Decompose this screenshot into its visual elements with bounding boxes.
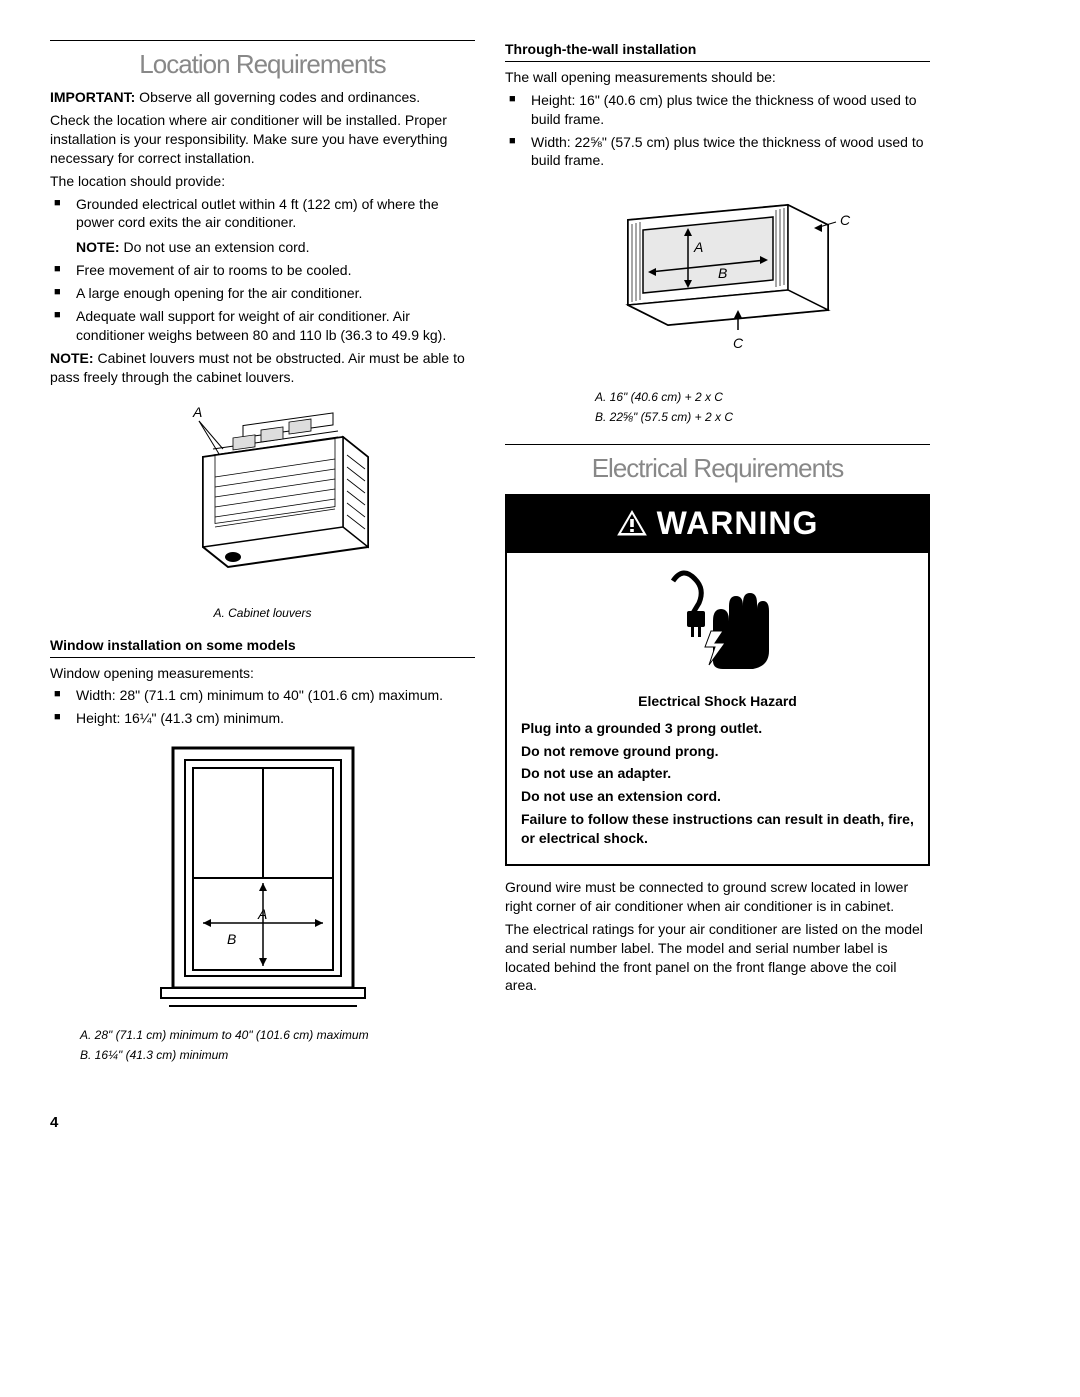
figure-ac-unit: A (50, 397, 475, 622)
wall-para: The wall opening measurements should be: (505, 68, 930, 87)
figure-window: A B A. 28" (71.1 cm) minimum to 40" (101… (50, 738, 475, 1063)
location-para-1: Check the location where air conditioner… (50, 111, 475, 168)
warning-box: WARNING Electrical Shock Hazard Plug in (505, 494, 930, 866)
hazard-icon-wrap (507, 553, 928, 676)
page-columns: Location Requirements IMPORTANT: Observe… (50, 40, 930, 1073)
note-label: NOTE: (50, 350, 94, 366)
important-label: IMPORTANT: (50, 89, 135, 105)
ac-unit-illustration: A (133, 397, 393, 597)
location-bullets: Grounded electrical outlet within 4 ft (… (50, 195, 475, 345)
list-item: Adequate wall support for weight of air … (76, 307, 475, 345)
elec-para-2: The electrical ratings for your air cond… (505, 920, 930, 996)
note-text: Cabinet louvers must not be obstructed. … (50, 350, 465, 385)
location-para-2: The location should provide: (50, 172, 475, 191)
fig1-caption: A. Cabinet louvers (50, 605, 475, 621)
list-item: Height: 16¼" (41.3 cm) minimum. (76, 709, 475, 728)
warning-word: WARNING (657, 502, 819, 545)
hazard-line: Do not use an adapter. (521, 764, 914, 783)
list-item: Width: 22⅝" (57.5 cm) plus twice the thi… (531, 133, 930, 171)
elec-para-1: Ground wire must be connected to ground … (505, 878, 930, 916)
shock-hazard-icon (663, 561, 773, 671)
warning-triangle-icon (617, 510, 647, 536)
fig2-caption-b: B. 16¼" (41.3 cm) minimum (50, 1047, 475, 1063)
note-line-2: NOTE: Cabinet louvers must not be obstru… (50, 349, 475, 387)
list-item: Free movement of air to rooms to be cool… (76, 261, 475, 280)
electrical-requirements-heading: Electrical Requirements (505, 449, 930, 486)
list-item: Height: 16" (40.6 cm) plus twice the thi… (531, 91, 930, 129)
callout-b: B (227, 931, 236, 947)
callout-c-top: C (840, 212, 851, 228)
important-text: Observe all governing codes and ordinanc… (135, 89, 420, 105)
warning-body: Electrical Shock Hazard Plug into a grou… (507, 676, 928, 864)
callout-a: A (693, 239, 703, 255)
note-label: NOTE: (76, 239, 120, 255)
note-line: NOTE: Do not use an extension cord. (76, 238, 475, 257)
window-bullets: Width: 28" (71.1 cm) minimum to 40" (101… (50, 686, 475, 728)
fig3-caption-a: A. 16" (40.6 cm) + 2 x C (505, 389, 930, 405)
bullet-text: Grounded electrical outlet within 4 ft (… (76, 196, 439, 231)
callout-a: A (192, 404, 202, 420)
figure-wall-opening: A B C C A. 16" (40.6 cm) + 2 x C B. 22⅝"… (505, 180, 930, 425)
page-number: 4 (50, 1113, 930, 1133)
list-item: Width: 28" (71.1 cm) minimum to 40" (101… (76, 686, 475, 705)
list-item: Grounded electrical outlet within 4 ft (… (76, 195, 475, 258)
location-requirements-heading: Location Requirements (50, 45, 475, 82)
rule (505, 444, 930, 445)
important-line: IMPORTANT: Observe all governing codes a… (50, 88, 475, 107)
wall-opening-illustration: A B C C (568, 180, 868, 380)
hazard-line: Plug into a grounded 3 prong outlet. (521, 719, 914, 738)
hazard-line: Do not remove ground prong. (521, 742, 914, 761)
left-column: Location Requirements IMPORTANT: Observe… (50, 40, 475, 1073)
wall-bullets: Height: 16" (40.6 cm) plus twice the thi… (505, 91, 930, 171)
hazard-title: Electrical Shock Hazard (521, 692, 914, 711)
hazard-line: Failure to follow these instructions can… (521, 810, 914, 848)
callout-b: B (718, 265, 727, 281)
window-illustration: A B (133, 738, 393, 1018)
wall-install-subhead: Through-the-wall installation (505, 40, 930, 62)
callout-c-bot: C (733, 335, 744, 351)
hazard-line: Do not use an extension cord. (521, 787, 914, 806)
right-column: Through-the-wall installation The wall o… (505, 40, 930, 1073)
warning-banner: WARNING (507, 496, 928, 553)
note-text: Do not use an extension cord. (120, 239, 310, 255)
callout-a: A (257, 906, 267, 922)
window-para: Window opening measurements: (50, 664, 475, 683)
list-item: A large enough opening for the air condi… (76, 284, 475, 303)
fig2-caption-a: A. 28" (71.1 cm) minimum to 40" (101.6 c… (50, 1027, 475, 1043)
window-install-subhead: Window installation on some models (50, 636, 475, 658)
rule (50, 40, 475, 41)
fig3-caption-b: B. 22⅝" (57.5 cm) + 2 x C (505, 409, 930, 425)
